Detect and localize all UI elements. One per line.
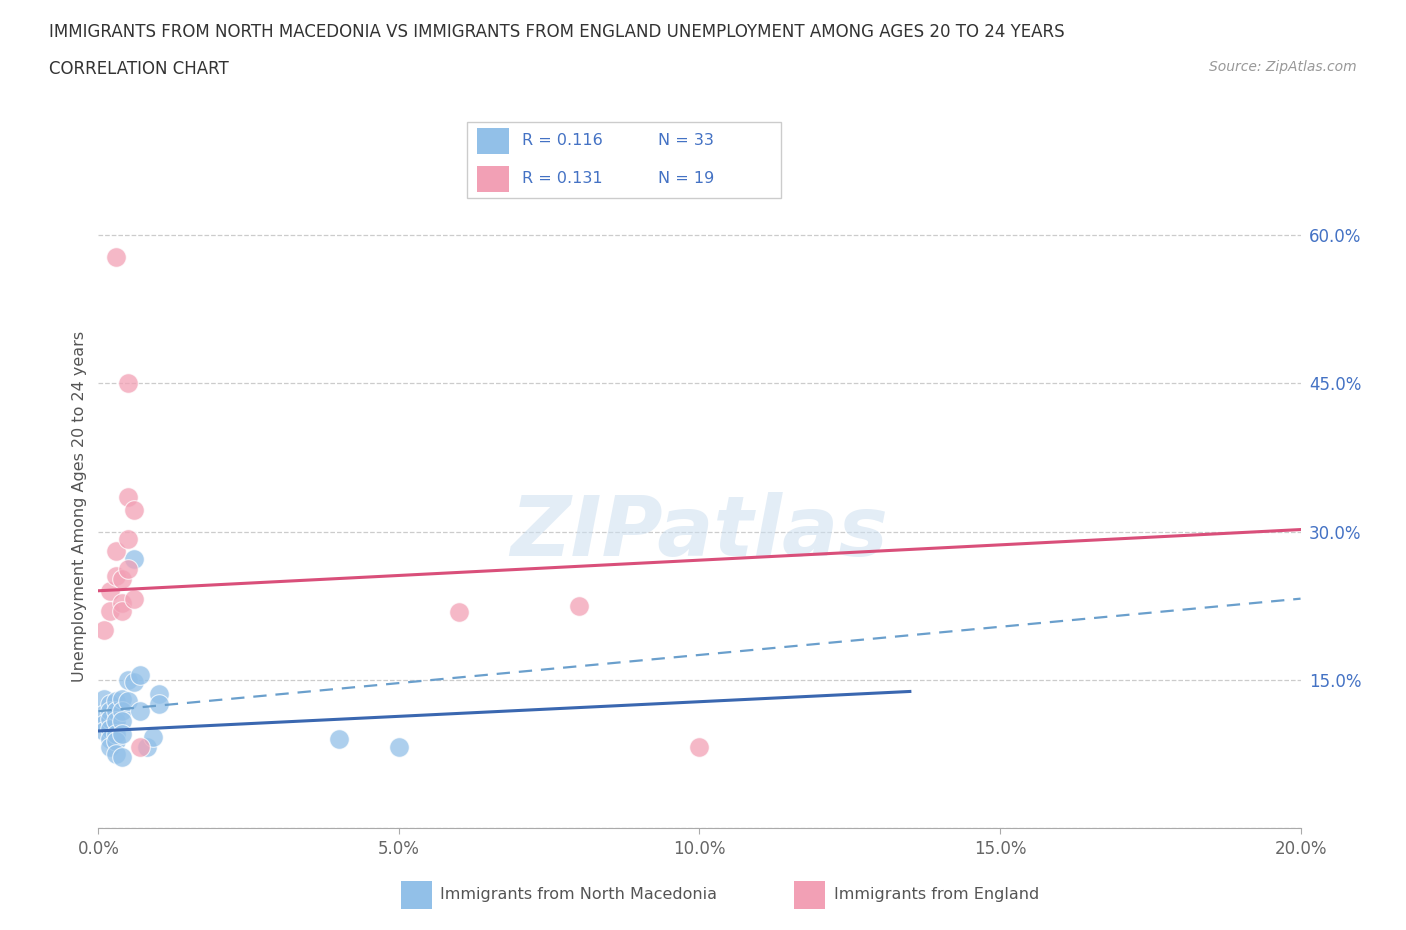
Point	[93, 692, 115, 707]
Text: IMMIGRANTS FROM NORTH MACEDONIA VS IMMIGRANTS FROM ENGLAND UNEMPLOYMENT AMONG AG: IMMIGRANTS FROM NORTH MACEDONIA VS IMMIG…	[49, 23, 1064, 41]
Point	[93, 623, 115, 638]
Point	[129, 667, 152, 682]
Point	[111, 713, 134, 728]
Text: Source: ZipAtlas.com: Source: ZipAtlas.com	[1209, 60, 1357, 74]
Point	[141, 729, 163, 744]
Point	[117, 376, 139, 391]
Point	[568, 598, 591, 613]
Point	[105, 726, 128, 741]
Y-axis label: Unemployment Among Ages 20 to 24 years: Unemployment Among Ages 20 to 24 years	[72, 331, 87, 683]
Text: Immigrants from North Macedonia: Immigrants from North Macedonia	[440, 887, 717, 902]
Text: R = 0.116: R = 0.116	[522, 133, 603, 148]
FancyBboxPatch shape	[477, 166, 509, 193]
Point	[111, 692, 134, 707]
Point	[111, 704, 134, 719]
FancyBboxPatch shape	[467, 123, 780, 198]
Point	[105, 746, 128, 761]
Point	[93, 724, 115, 738]
Point	[100, 731, 122, 746]
Point	[93, 717, 115, 732]
Point	[111, 595, 134, 610]
Point	[100, 603, 122, 618]
Text: Immigrants from England: Immigrants from England	[834, 887, 1039, 902]
Text: ZIPatlas: ZIPatlas	[510, 492, 889, 573]
Text: R = 0.131: R = 0.131	[522, 171, 603, 186]
Point	[100, 704, 122, 719]
Point	[129, 704, 152, 719]
Text: N = 33: N = 33	[658, 133, 714, 148]
Point	[100, 711, 122, 726]
Point	[135, 739, 157, 754]
Point	[124, 674, 146, 689]
Point	[117, 562, 139, 577]
Point	[105, 734, 128, 749]
Point	[124, 502, 146, 517]
Point	[111, 571, 134, 586]
Point	[100, 583, 122, 598]
Point	[124, 551, 146, 566]
Point	[111, 750, 134, 764]
Point	[117, 694, 139, 709]
Point	[105, 694, 128, 709]
Text: N = 19: N = 19	[658, 171, 714, 186]
Point	[129, 739, 152, 754]
Point	[447, 605, 470, 620]
Point	[105, 713, 128, 728]
Point	[117, 672, 139, 687]
Point	[100, 739, 122, 754]
Point	[100, 697, 122, 711]
Point	[388, 739, 411, 754]
Point	[689, 739, 711, 754]
Point	[105, 544, 128, 559]
Point	[93, 707, 115, 722]
Point	[124, 591, 146, 606]
Point	[105, 249, 128, 264]
Text: CORRELATION CHART: CORRELATION CHART	[49, 60, 229, 78]
Point	[105, 704, 128, 719]
Point	[148, 687, 170, 702]
Point	[100, 722, 122, 737]
FancyBboxPatch shape	[477, 128, 509, 154]
Point	[105, 568, 128, 583]
Point	[111, 603, 134, 618]
Point	[328, 731, 350, 746]
Point	[148, 697, 170, 711]
Point	[111, 726, 134, 741]
Point	[117, 489, 139, 504]
Point	[117, 532, 139, 547]
